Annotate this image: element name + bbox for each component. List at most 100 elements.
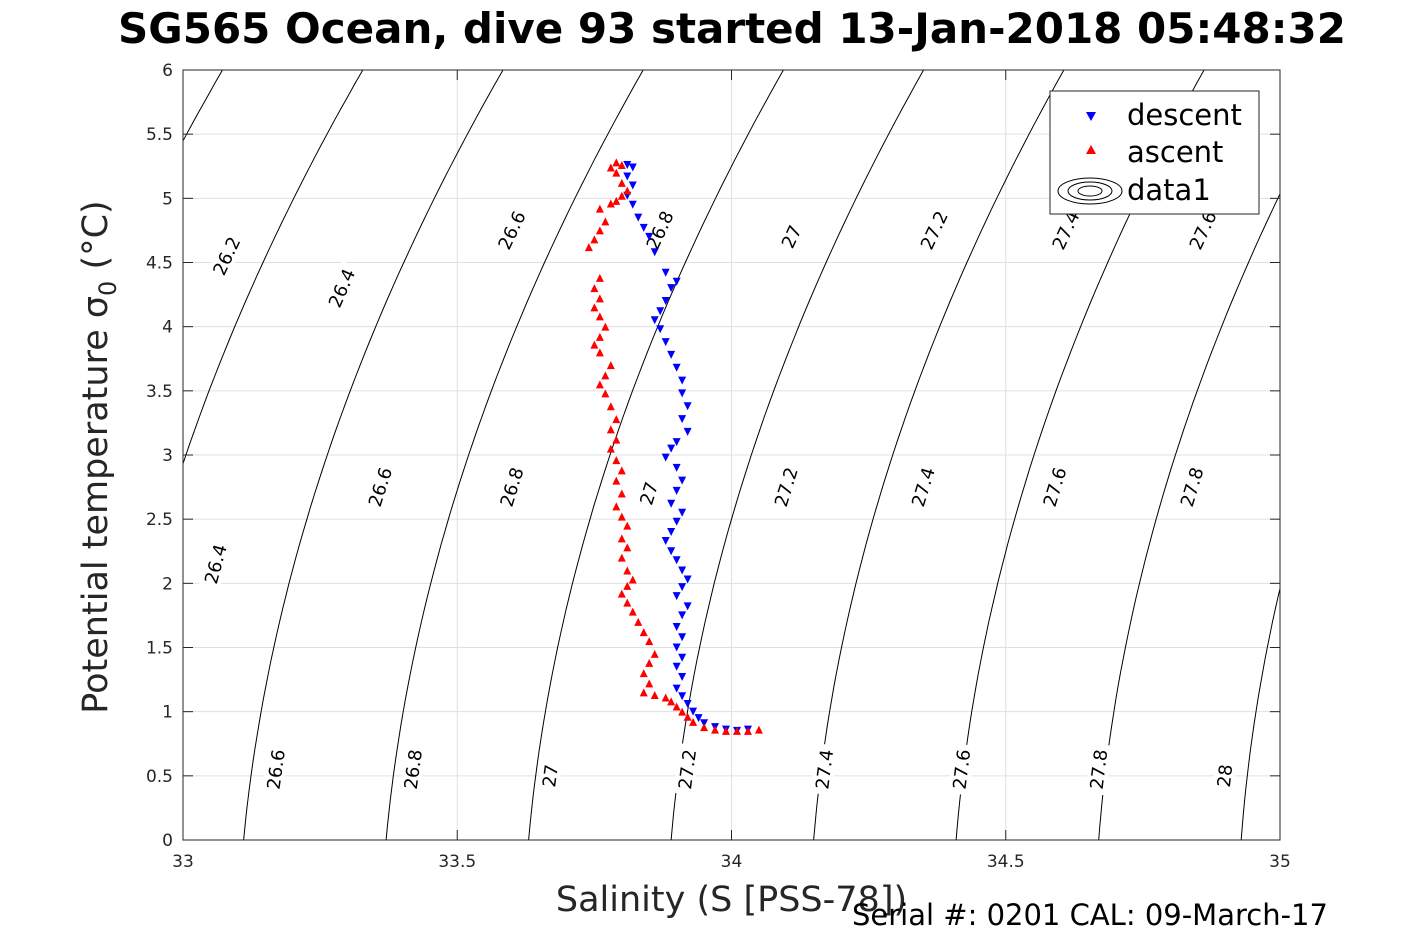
ascent-point xyxy=(617,160,626,169)
density-contour-line xyxy=(813,70,1065,840)
ascent-point xyxy=(595,226,604,235)
descent-point xyxy=(678,653,687,662)
contour-label-bg xyxy=(198,537,233,591)
descent-point xyxy=(661,268,670,277)
ascent-point xyxy=(639,688,648,697)
ascent-point xyxy=(645,637,654,646)
y-tick-label: 4.5 xyxy=(146,254,173,274)
contour-label-bg xyxy=(494,459,530,514)
ascent-point xyxy=(612,435,621,444)
descent-point xyxy=(672,517,681,526)
ascent-point xyxy=(601,371,610,380)
y-tick-label: 5 xyxy=(162,189,173,209)
contour-label: 27.2 xyxy=(768,459,804,514)
ascent-point xyxy=(678,707,687,716)
legend-descent-marker xyxy=(1086,112,1096,121)
y-tick-label: 6 xyxy=(162,61,173,81)
y-tick-label: 1.5 xyxy=(146,639,173,659)
descent-point xyxy=(683,402,692,411)
ascent-point xyxy=(628,575,637,584)
contour-label: 27.2 xyxy=(913,203,955,258)
ascent-point xyxy=(612,168,621,177)
serial-calibration-note: Serial #: 0201 CAL: 09-March-17 xyxy=(852,898,1328,932)
descent-point xyxy=(678,376,687,385)
contour-label-bg xyxy=(321,260,362,316)
ascent-point xyxy=(617,589,626,598)
descent-point xyxy=(678,611,687,620)
ascent-point xyxy=(754,725,763,734)
x-tick-label: 34.5 xyxy=(987,852,1025,872)
ascent-point xyxy=(722,726,731,735)
contour-label-text: 26.4 xyxy=(201,542,232,586)
y-tick-label: 1 xyxy=(162,703,173,723)
contour-label-bg xyxy=(913,203,955,258)
ascent-point xyxy=(623,598,632,607)
ascent-point xyxy=(584,243,593,252)
descent-point xyxy=(672,592,681,601)
ascent-point xyxy=(661,693,670,702)
ascent-point xyxy=(617,512,626,521)
descent-point xyxy=(678,415,687,424)
y-tick-label: 2 xyxy=(162,574,173,594)
descent-point xyxy=(672,277,681,286)
descent-point xyxy=(672,363,681,372)
contour-label-bg xyxy=(206,228,247,283)
ascent-point xyxy=(595,294,604,303)
legend-data1-label: data1 xyxy=(1127,173,1211,207)
ascent-point xyxy=(623,566,632,575)
contour-label-text: 27.2 xyxy=(771,465,803,509)
ascent-point xyxy=(623,521,632,530)
contour-label-bg xyxy=(634,476,663,510)
ascent-point xyxy=(601,217,610,226)
contour-label: 26.8 xyxy=(399,743,427,796)
contour-label-text: 27 xyxy=(539,763,563,788)
ascent-point xyxy=(595,332,604,341)
x-tick-label: 35 xyxy=(1269,852,1291,872)
contour-label-bg xyxy=(905,459,941,514)
ascent-point xyxy=(595,204,604,213)
contour-label-text: 26.4 xyxy=(325,266,360,311)
descent-point xyxy=(678,389,687,398)
contour-label-text: 27.2 xyxy=(675,748,701,790)
descent-point xyxy=(672,486,681,495)
contour-label: 27.2 xyxy=(673,743,701,796)
ascent-point xyxy=(612,456,621,465)
contour-label: 26.4 xyxy=(321,260,362,316)
ascent-point xyxy=(595,273,604,282)
descent-series xyxy=(623,160,752,735)
density-contour-line xyxy=(385,70,644,840)
ascent-point xyxy=(606,199,615,208)
contour-label-bg xyxy=(1182,203,1223,258)
contour-label-text: 27.6 xyxy=(1186,208,1222,253)
descent-point xyxy=(683,575,692,584)
descent-point xyxy=(623,160,632,169)
descent-point xyxy=(683,427,692,436)
contour-label-bg xyxy=(673,743,701,796)
ascent-point xyxy=(606,163,615,172)
contour-label-bg xyxy=(1037,459,1072,514)
contour-label-bg xyxy=(1174,459,1209,514)
y-tick-label: 0.5 xyxy=(146,767,173,787)
descent-point xyxy=(661,338,670,347)
descent-point xyxy=(694,714,703,723)
density-contour-line xyxy=(528,70,784,840)
contour-label-bg xyxy=(537,760,563,791)
ascent-point xyxy=(617,534,626,543)
ascent-point xyxy=(650,690,659,699)
y-tick-label: 2.5 xyxy=(146,510,173,530)
contour-label-bg xyxy=(362,459,398,514)
descent-point xyxy=(656,325,665,334)
descent-point xyxy=(623,172,632,181)
ascent-point xyxy=(672,702,681,711)
ascent-point xyxy=(601,322,610,331)
contour-label-text: 27.6 xyxy=(1040,465,1072,509)
descent-point xyxy=(678,583,687,592)
ascent-series xyxy=(584,158,763,735)
ascent-point xyxy=(617,178,626,187)
ascent-point xyxy=(700,723,709,732)
descent-point xyxy=(678,673,687,682)
contour-label: 26.6 xyxy=(362,459,398,514)
descent-point xyxy=(661,536,670,545)
contour-label-text: 26.6 xyxy=(365,465,397,510)
y-tick-label: 3.5 xyxy=(146,382,173,402)
